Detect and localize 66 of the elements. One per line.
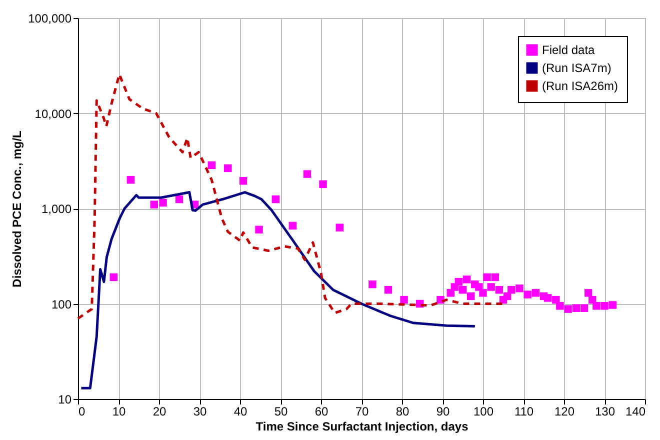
x-tick-label: 90 <box>436 404 450 418</box>
point <box>584 289 592 297</box>
legend-label: Field data <box>542 43 596 57</box>
point <box>495 286 504 294</box>
point <box>516 284 524 292</box>
x-tick-label: 20 <box>152 404 166 418</box>
point <box>458 286 467 294</box>
point <box>491 273 500 282</box>
point <box>466 292 475 300</box>
x-tick-label: 60 <box>314 404 328 418</box>
x-axis-title: Time Since Surfactant Injection, days <box>256 420 469 434</box>
point <box>600 302 608 310</box>
legend-label: (Run ISA7m) <box>542 61 612 75</box>
point <box>479 289 487 297</box>
legend-label: (Run ISA26m) <box>542 79 618 93</box>
point <box>224 164 232 172</box>
point <box>336 224 344 232</box>
point <box>384 286 392 294</box>
point <box>462 276 471 284</box>
point <box>150 200 158 208</box>
point <box>564 305 572 313</box>
x-tick-label: 0 <box>78 404 86 418</box>
point <box>272 195 280 204</box>
point <box>580 304 588 312</box>
point <box>454 278 463 286</box>
x-tick-label: 80 <box>396 404 410 418</box>
y-tick-label: 10 <box>58 392 72 406</box>
point <box>110 273 118 282</box>
point <box>400 296 408 304</box>
x-tick-label: 70 <box>355 404 369 418</box>
point <box>303 170 312 178</box>
point <box>255 226 263 234</box>
y-tick-label: 10,000 <box>34 106 72 121</box>
point <box>487 283 495 291</box>
x-tick-label: 110 <box>514 404 534 418</box>
line-series <box>80 191 476 390</box>
y-tick-label: 1,000 <box>41 202 72 216</box>
point <box>208 161 216 170</box>
point <box>532 289 540 297</box>
y-axis-title: Dissolved PCE Conc., mg/L <box>10 130 24 288</box>
point <box>368 280 376 288</box>
point <box>608 301 616 309</box>
x-tick-label: 10 <box>112 404 126 418</box>
point <box>592 302 600 310</box>
point <box>288 222 297 230</box>
point <box>126 176 135 184</box>
point <box>319 180 327 188</box>
point <box>239 177 248 185</box>
point <box>556 302 564 310</box>
point <box>175 195 184 204</box>
x-tick-label: 140 <box>625 404 646 418</box>
point <box>524 290 532 298</box>
y-tick-label: 100,000 <box>28 12 72 26</box>
x-tick-label: 130 <box>594 404 616 418</box>
point <box>544 294 552 302</box>
point <box>507 286 516 294</box>
x-tick-label: 120 <box>554 404 575 418</box>
x-tick-label: 50 <box>274 404 288 418</box>
point <box>572 304 580 312</box>
point <box>552 296 560 304</box>
x-tick-label: 30 <box>193 404 207 418</box>
x-tick-label: 100 <box>473 404 494 418</box>
point <box>159 198 167 207</box>
x-tick-label: 40 <box>234 404 248 418</box>
point <box>483 273 491 282</box>
y-tick-label: 100 <box>51 297 72 312</box>
